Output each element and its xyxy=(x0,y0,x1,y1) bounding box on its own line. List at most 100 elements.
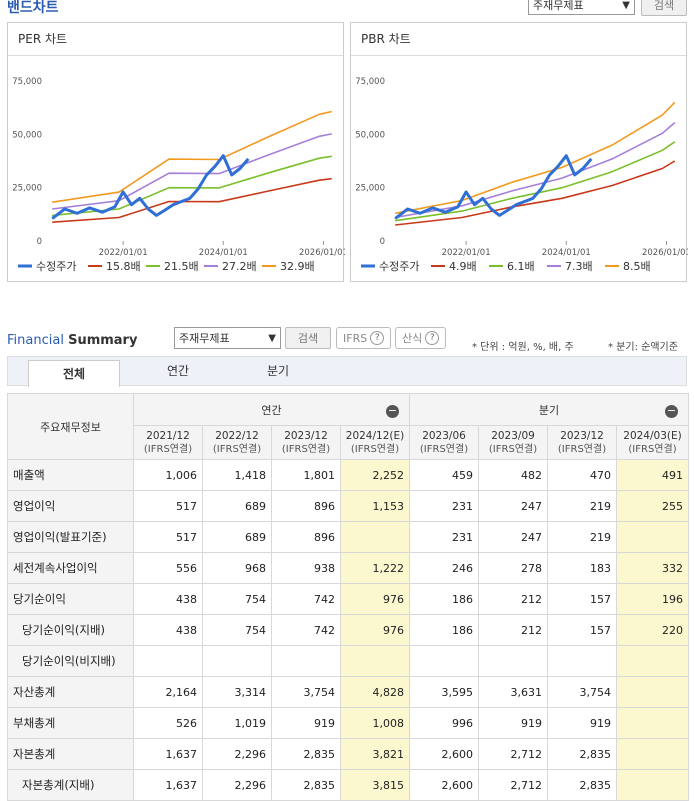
row-label[interactable]: 자본총계 xyxy=(7,738,134,770)
legend-label[interactable]: 21.5배 xyxy=(164,260,199,273)
table-cell: 919 xyxy=(271,707,341,739)
column-header: 2022/12 (IFRS연결) xyxy=(202,425,272,460)
band-series-line xyxy=(395,141,676,222)
ifrs-help-button[interactable]: IFRS? xyxy=(336,327,392,349)
table-cell: 2,600 xyxy=(409,738,479,770)
table-cell xyxy=(616,707,689,739)
table-cell: 2,712 xyxy=(478,769,548,801)
row-label[interactable]: 영업이익(발표기준) xyxy=(7,521,134,553)
table-cell: 742 xyxy=(271,614,341,646)
formula-help-button[interactable]: 산식? xyxy=(395,327,447,349)
y-tick-label: 50,000 xyxy=(12,130,42,140)
table-row: 자본총계 1,637 2,296 2,835 3,821 2,600 2,712 2,835 xyxy=(7,738,689,770)
table-cell xyxy=(133,645,203,677)
table-cell xyxy=(409,645,479,677)
formula-label: 산식 xyxy=(402,332,423,345)
price-series-line xyxy=(51,154,250,220)
table-cell: 247 xyxy=(478,490,548,522)
band-series-line xyxy=(52,155,332,217)
table-cell: 482 xyxy=(478,459,548,491)
row-label[interactable]: 영업이익 xyxy=(7,490,134,522)
table-cell: 2,712 xyxy=(478,738,548,770)
row-label[interactable]: 당기순이익 xyxy=(7,583,134,615)
chevron-down-icon: ▼ xyxy=(622,0,630,11)
tab-all[interactable]: 전체 xyxy=(28,360,120,387)
y-tick-label: 0 xyxy=(380,237,385,247)
table-row: 부채총계 526 1,019 919 1,008 996 919 919 xyxy=(7,707,689,739)
row-label[interactable]: 당기순이익(비지배) xyxy=(7,645,134,677)
x-tick-label: 2024/01/01 xyxy=(199,248,248,258)
table-cell: 976 xyxy=(340,614,410,646)
table-cell: 157 xyxy=(547,614,617,646)
table-cell xyxy=(616,676,689,708)
y-tick-label: 75,000 xyxy=(355,77,385,87)
table-cell xyxy=(616,738,689,770)
table-cell: 526 xyxy=(133,707,203,739)
legend-label[interactable]: 15.8배 xyxy=(106,260,141,273)
table-cell: 183 xyxy=(547,552,617,584)
table-row: 매출액 1,006 1,418 1,801 2,252 459 482 470 491 xyxy=(7,459,689,491)
question-icon: ? xyxy=(370,331,385,345)
group-annual-label: 연간 xyxy=(261,403,282,417)
tab-annual[interactable]: 연간 xyxy=(166,364,190,378)
legend-label[interactable]: 4.9배 xyxy=(449,260,477,273)
legend-label[interactable]: 수정주가 xyxy=(36,260,76,273)
table-row: 당기순이익(지배) 438 754 742 976 186 212 157 220 xyxy=(7,614,689,646)
column-period: 2023/12 xyxy=(560,429,604,442)
table-cell: 3,815 xyxy=(340,769,410,801)
column-header: 2024/12(E) (IFRS연결) xyxy=(340,425,410,460)
table-cell: 556 xyxy=(133,552,203,584)
table-cell xyxy=(616,521,689,553)
table-cell: 689 xyxy=(202,490,272,522)
table-cell: 754 xyxy=(202,614,272,646)
band-series-line xyxy=(52,177,332,223)
legend-label[interactable]: 8.5배 xyxy=(623,260,651,273)
table-cell: 3,754 xyxy=(547,676,617,708)
legend-label[interactable]: 7.3배 xyxy=(565,260,593,273)
table-cell: 2,835 xyxy=(271,769,341,801)
table-cell: 470 xyxy=(547,459,617,491)
table-cell: 332 xyxy=(616,552,689,584)
row-label[interactable]: 자본총계(지배) xyxy=(7,769,134,801)
table-cell: 742 xyxy=(271,583,341,615)
tab-quarter[interactable]: 분기 xyxy=(266,364,290,378)
period-note: * 분기: 순액기준 xyxy=(608,342,678,353)
legend-label[interactable]: 6.1배 xyxy=(507,260,535,273)
x-tick-label: 2024/01/01 xyxy=(542,248,591,258)
legend-label[interactable]: 32.9배 xyxy=(280,260,315,273)
table-cell: 157 xyxy=(547,583,617,615)
y-tick-label: 50,000 xyxy=(355,130,385,140)
band-search-button[interactable]: 검색 xyxy=(641,0,687,16)
row-label[interactable]: 당기순이익(지배) xyxy=(7,614,134,646)
row-label[interactable]: 매출액 xyxy=(7,459,134,491)
table-cell: 2,296 xyxy=(202,738,272,770)
table-cell: 1,153 xyxy=(340,490,410,522)
column-basis: (IFRS연결) xyxy=(419,443,469,455)
fs-statement-select[interactable]: 주재무제표 ▼ xyxy=(174,327,281,349)
collapse-annual-icon[interactable]: − xyxy=(386,404,399,418)
legend-label[interactable]: 27.2배 xyxy=(222,260,257,273)
legend-label[interactable]: 수정주가 xyxy=(379,260,419,273)
group-quarter-header: 분기 − xyxy=(409,393,689,426)
column-basis: (IFRS연결) xyxy=(143,443,193,455)
band-statement-select[interactable]: 주재무제표 ▼ xyxy=(528,0,635,15)
column-header: 2023/12 (IFRS연결) xyxy=(547,425,617,460)
table-cell: 246 xyxy=(409,552,479,584)
group-annual-header: 연간 − xyxy=(133,393,410,426)
fs-tabs: 전체 연간 분기 xyxy=(7,356,687,387)
row-label[interactable]: 세전계속사업이익 xyxy=(7,552,134,584)
band-series-line xyxy=(395,121,676,219)
column-basis: (IFRS연결) xyxy=(212,443,262,455)
row-label[interactable]: 부채총계 xyxy=(7,707,134,739)
row-header-cell: 주요재무정보 xyxy=(7,393,134,460)
table-cell: 938 xyxy=(271,552,341,584)
table-cell: 220 xyxy=(616,614,689,646)
table-cell: 3,314 xyxy=(202,676,272,708)
table-cell xyxy=(478,645,548,677)
fs-search-button[interactable]: 검색 xyxy=(285,327,331,349)
collapse-quarter-icon[interactable]: − xyxy=(665,404,678,418)
column-header: 2023/12 (IFRS연결) xyxy=(271,425,341,460)
table-cell: 231 xyxy=(409,490,479,522)
column-header: 2024/03(E) (IFRS연결) xyxy=(616,425,689,460)
row-label[interactable]: 자산총계 xyxy=(7,676,134,708)
